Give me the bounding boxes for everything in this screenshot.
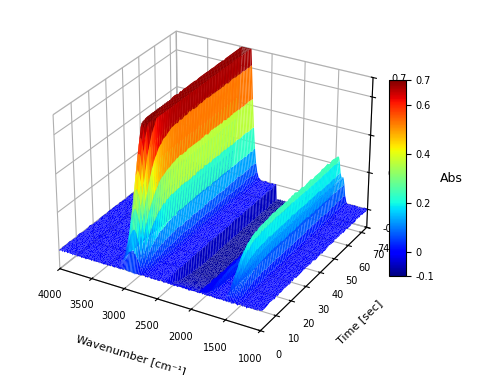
Y-axis label: Time [sec]: Time [sec] [335,298,384,346]
X-axis label: Wavenumber [cm⁻¹]: Wavenumber [cm⁻¹] [75,334,187,375]
Y-axis label: Abs: Abs [440,172,462,184]
